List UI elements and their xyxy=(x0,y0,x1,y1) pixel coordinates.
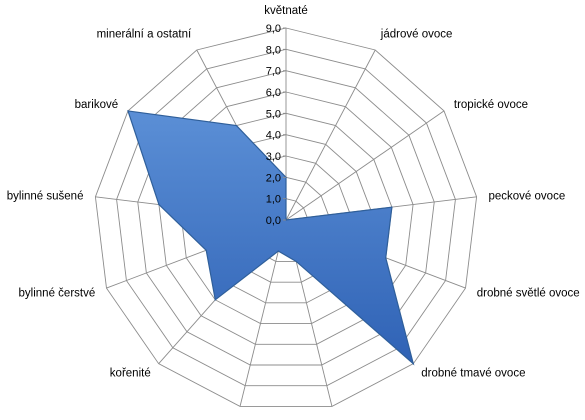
data-point-10 xyxy=(158,203,160,206)
data-point-9 xyxy=(205,249,207,251)
category-label: drobné tmavé ovoce xyxy=(421,368,525,380)
tick-label: 8,0 xyxy=(266,44,281,56)
category-label: bylinné sušené xyxy=(7,190,84,202)
tick-label: 2,0 xyxy=(266,172,281,184)
tick-label: 7,0 xyxy=(266,66,281,78)
tick-label: 4,0 xyxy=(266,130,281,142)
data-point-6 xyxy=(295,260,297,263)
series-layer xyxy=(127,110,415,366)
spoke-2 xyxy=(285,110,445,221)
grid-ring-9 xyxy=(94,27,478,407)
tick-label: 0,0 xyxy=(266,215,281,227)
data-point-3 xyxy=(391,206,393,208)
category-label: kořenité xyxy=(110,368,151,380)
tick-label: 6,0 xyxy=(266,87,281,99)
category-label: tropické ovoce xyxy=(454,99,528,111)
category-label: drobné světlé ovoce xyxy=(477,287,580,299)
category-labels: květnaté jádrové ovoce tropické ovoce pecko… xyxy=(7,5,580,380)
tick-label: 5,0 xyxy=(266,108,281,120)
category-label: květnaté xyxy=(264,5,307,17)
radial-axis: 0,0 1,0 2,0 3,0 4,0 5,0 6,0 7,0 8,0 9,0 xyxy=(266,23,286,227)
category-label: bylinné čerstvé xyxy=(19,287,96,299)
spoke-1 xyxy=(285,49,376,221)
data-point-11 xyxy=(127,110,129,112)
category-label: jádrové ovoce xyxy=(380,28,453,40)
data-point-7 xyxy=(277,250,279,252)
data-point-8 xyxy=(214,299,216,301)
data-point-4 xyxy=(385,257,387,259)
tick-label: 9,0 xyxy=(266,23,281,35)
data-point-5 xyxy=(412,363,414,365)
category-label: barikové xyxy=(75,99,118,111)
tick-label: 1,0 xyxy=(266,194,281,206)
category-label: peckové ovoce xyxy=(489,190,566,202)
series-area xyxy=(127,110,415,366)
tick-label: 3,0 xyxy=(266,151,281,163)
category-label: minerální a ostatní xyxy=(97,28,192,40)
data-point-12 xyxy=(235,124,238,127)
